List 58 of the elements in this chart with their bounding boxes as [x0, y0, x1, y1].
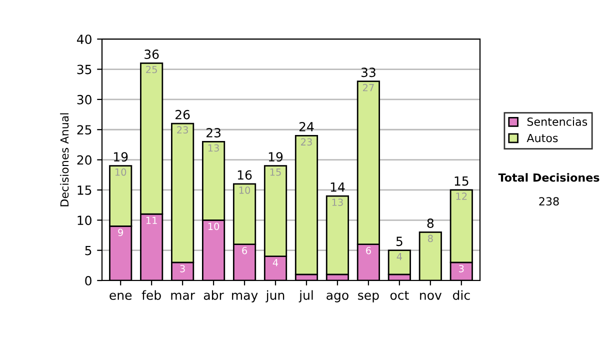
data-label: 4 [396, 253, 402, 260]
y-tick-label: 30 [77, 94, 92, 104]
x-tick-label: dic [452, 290, 470, 300]
y-tick-label: 0 [85, 276, 92, 286]
data-label: 13 [208, 144, 219, 152]
legend-label: Autos [526, 134, 558, 142]
y-tick-label: 25 [77, 125, 92, 135]
total-label: 15 [454, 176, 468, 186]
total-label: 26 [176, 110, 190, 120]
y-tick-label: 35 [77, 64, 92, 74]
total-label: 5 [396, 236, 402, 246]
data-label: 9 [118, 228, 123, 236]
data-label: 11 [146, 216, 157, 224]
x-tick-label: abr [204, 290, 224, 300]
data-label: 27 [362, 84, 374, 92]
total-label: 8 [427, 218, 434, 228]
x-tick-label: jun [266, 290, 284, 302]
total-label: 16 [238, 170, 252, 180]
data-label: 10 [208, 222, 220, 230]
data-label: 6 [242, 246, 248, 254]
x-tick-label: jul [298, 290, 313, 302]
total-label: 23 [206, 128, 220, 138]
data-label: 13 [332, 198, 343, 206]
total-label: 19 [114, 152, 128, 162]
total-label: 33 [361, 68, 376, 78]
data-label: 3 [180, 264, 185, 272]
text: 238 [539, 197, 559, 206]
x-tick-label: nov [420, 292, 442, 300]
legend-label: Sentencias [527, 117, 588, 126]
x-tick-label: ene [110, 292, 132, 300]
data-label: 23 [301, 138, 312, 146]
x-tick-label: feb [142, 290, 161, 300]
data-label: 6 [366, 246, 371, 254]
data-label: 10 [115, 168, 126, 176]
data-label: 3 [459, 264, 464, 272]
total-label: 19 [268, 152, 283, 162]
total-label: 36 [144, 50, 159, 60]
text: Total Decisiones [498, 173, 600, 182]
x-tick-label: oct [390, 290, 409, 300]
data-label: 8 [428, 234, 433, 242]
data-label: 10 [239, 186, 250, 194]
x-tick-label: sep [358, 292, 379, 302]
x-tick-label: mar [171, 292, 196, 300]
y-tick-label: 10 [78, 216, 92, 226]
total-label: 14 [330, 182, 345, 192]
x-tick-label: ago [326, 292, 348, 302]
y-tick-label: 40 [76, 34, 92, 44]
y-axis-title: Decisiones Anual [60, 113, 69, 206]
data-label: 15 [270, 168, 281, 176]
y-tick-label: 5 [85, 246, 92, 256]
y-tick-label: 20 [77, 155, 92, 165]
y-tick-label: 15 [78, 186, 92, 195]
data-label: 12 [456, 192, 467, 200]
data-label: 25 [146, 66, 157, 74]
total-label: 24 [299, 122, 314, 132]
data-label: 23 [177, 126, 188, 134]
x-tick-label: may [232, 292, 258, 302]
data-label: 4 [272, 259, 278, 266]
